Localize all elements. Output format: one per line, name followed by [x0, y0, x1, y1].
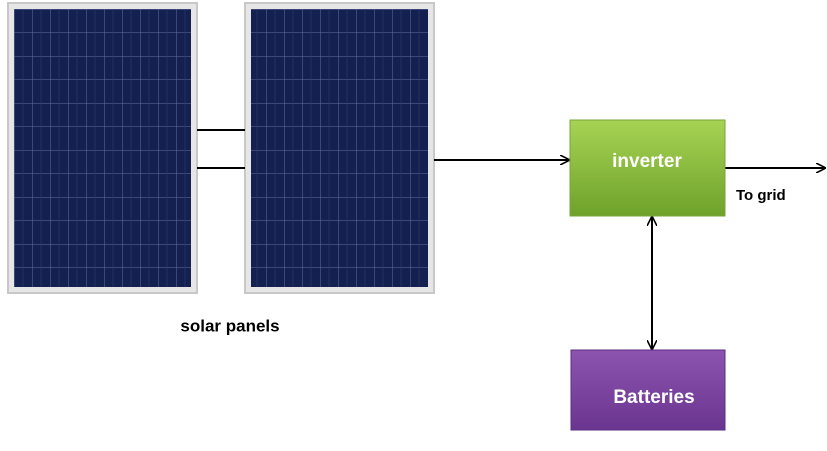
inverter-box: [569, 119, 726, 217]
batteries-label: Batteries: [613, 387, 694, 408]
batteries-box: [570, 349, 726, 431]
grid-label: To grid: [736, 187, 786, 204]
inverter-label: inverter: [612, 151, 682, 172]
panels-label: solar panels: [180, 316, 279, 335]
solar-panel: [7, 2, 198, 294]
solar-panel: [244, 2, 435, 294]
